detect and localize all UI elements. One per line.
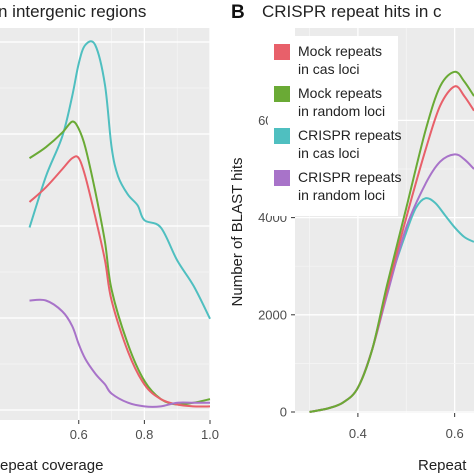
- panel-a-x-tick-label: 1.0: [201, 427, 219, 442]
- panel-b-x-tick-label: 0.6: [446, 426, 464, 441]
- panel-a: 0.6 0.8 1.0 n intergenic regions epeat cov…: [0, 2, 219, 474]
- panel-b-title: CRISPR repeat hits in c: [262, 2, 442, 21]
- panel-b-lines: [309, 70, 474, 413]
- panel-b-series-line-2: [309, 70, 474, 413]
- panel-a-series-line-1: [28, 40, 211, 320]
- panel-b-legend-label: CRISPR repeats in cas loci: [298, 127, 401, 161]
- panel-b-legend-swatch: [274, 86, 290, 102]
- panel-b-legend-swatch: [274, 128, 290, 144]
- panel-b-legend-swatch: [274, 44, 290, 60]
- panel-a-x-ticks: 0.6 0.8 1.0: [70, 420, 219, 442]
- panel-a-lines: [28, 40, 211, 408]
- panel-a-series-line-4: [29, 298, 210, 408]
- panel-b-legend-swatch: [274, 170, 290, 186]
- panel-b-legend-label: CRISPR repeats in random loci: [298, 169, 401, 203]
- panel-b-y-tick-label: 0: [280, 405, 287, 420]
- panel-b-letter: B: [231, 2, 245, 23]
- panel-b-y-axis-label: Number of BLAST hits: [229, 158, 246, 307]
- panel-b-x-tick-label: 0.4: [349, 426, 367, 441]
- panel-b-x-ticks: 0.4 0.6: [349, 413, 464, 441]
- panel-b-x-axis-label: Repeat: [418, 457, 467, 474]
- panel-b-legend-label: Mock repeats in cas loci: [298, 43, 382, 77]
- panel-a-plot-background: [0, 28, 210, 420]
- panel-a-title: n intergenic regions: [0, 2, 146, 21]
- panel-a-x-tick-label: 0.8: [135, 427, 153, 442]
- panel-a-grid: [0, 28, 211, 420]
- panel-b-legend: Mock repeats in cas loci Mock repeats in ra…: [268, 36, 401, 216]
- panel-b-y-tick-label: 2000: [258, 307, 287, 322]
- panel-a-x-tick-label: 0.6: [70, 427, 88, 442]
- panel-b-y-ticks: 0200040006000: [258, 113, 295, 420]
- panel-a-x-axis-label: epeat coverage: [0, 457, 103, 474]
- panel-b-legend-label: Mock repeats in random loci: [298, 85, 385, 119]
